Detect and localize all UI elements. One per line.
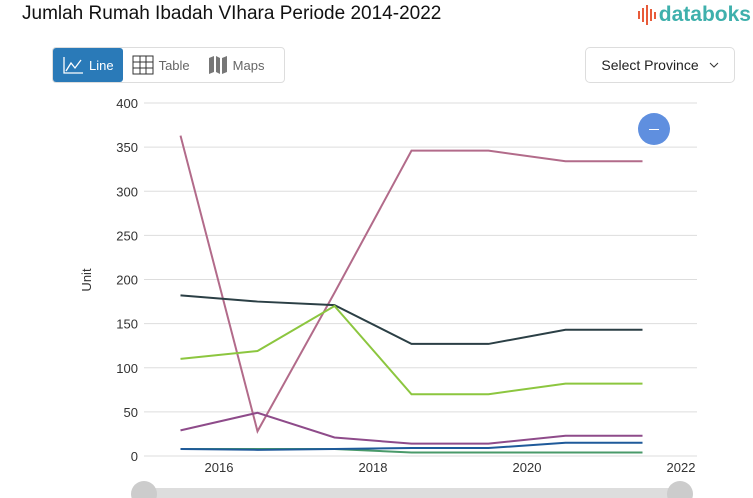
y-tick-label: 250	[116, 228, 138, 243]
x-tick-label: 2020	[513, 460, 542, 475]
y-tick-label: 100	[116, 361, 138, 376]
y-tick-label: 50	[124, 405, 138, 420]
y-tick-label: 200	[116, 273, 138, 288]
y-tick-label: 150	[116, 317, 138, 332]
view-tabs: Line Table Maps	[52, 47, 285, 83]
range-slider-right-handle[interactable]	[667, 481, 693, 498]
chevron-down-icon	[709, 62, 718, 68]
y-tick-label: 0	[131, 449, 138, 464]
tab-maps[interactable]: Maps	[199, 48, 274, 82]
series-line-3	[180, 411, 643, 445]
y-tick-label: 400	[116, 96, 138, 111]
province-select[interactable]: Select Province	[585, 47, 735, 83]
series-line-2	[180, 304, 643, 396]
series-line-0	[179, 135, 643, 434]
databoks-logo: databoks	[637, 3, 751, 27]
range-slider-track[interactable]	[138, 488, 684, 498]
series-line-5	[180, 441, 643, 451]
range-slider-left-handle[interactable]	[131, 481, 157, 498]
y-tick-label: 300	[116, 184, 138, 199]
tab-label: Maps	[232, 57, 265, 73]
map-icon	[208, 56, 227, 74]
y-tick-label: 350	[116, 140, 138, 155]
logo-bars-icon	[637, 5, 656, 25]
page-title: Jumlah Rumah Ibadah VIhara Periode 2014-…	[22, 3, 442, 24]
line-chart-icon	[63, 57, 83, 74]
x-tick-label: 2016	[205, 460, 234, 475]
x-tick-label: 2018	[359, 460, 388, 475]
select-label: Select Province	[601, 57, 699, 73]
table-icon	[132, 55, 154, 75]
series-line-1	[180, 294, 643, 345]
tab-table[interactable]: Table	[123, 48, 199, 82]
logo-text: databoks	[658, 3, 751, 26]
tab-label: Line	[89, 57, 114, 73]
collapse-button[interactable]	[638, 113, 670, 145]
tab-label: Table	[158, 57, 190, 73]
y-axis-label: Unit	[79, 268, 94, 292]
tab-line[interactable]: Line	[53, 48, 123, 82]
minus-icon	[649, 128, 659, 130]
x-tick-label: 2022	[667, 460, 696, 475]
